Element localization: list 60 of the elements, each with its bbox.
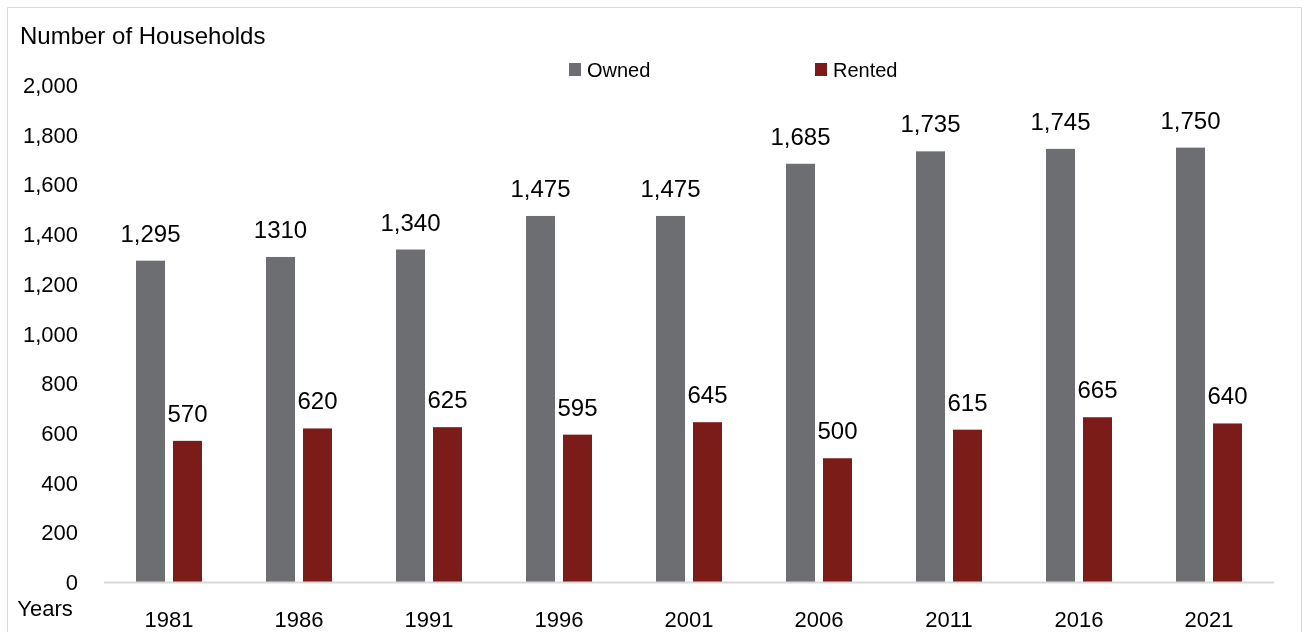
- x-axis-title: Years: [17, 596, 73, 621]
- x-tick-label: 1991: [404, 606, 454, 632]
- data-label: 595: [557, 393, 598, 421]
- y-tick-label: 1,000: [22, 321, 78, 347]
- y-tick-label: 400: [41, 470, 78, 496]
- x-tick-label: 2011: [925, 606, 973, 632]
- y-tick-label: 1,400: [22, 222, 78, 248]
- data-label: 1,685: [770, 122, 831, 150]
- y-tick-label: 1,600: [22, 172, 78, 198]
- data-label: 1,475: [640, 174, 701, 202]
- bar: [526, 215, 555, 583]
- data-label: 615: [947, 388, 988, 416]
- data-label: 625: [427, 386, 468, 414]
- bar: [563, 434, 592, 583]
- bar: [1046, 148, 1075, 583]
- bar: [916, 151, 945, 583]
- bar: [396, 249, 425, 583]
- x-tick-label: 1996: [534, 606, 584, 632]
- bar: [136, 260, 165, 583]
- bar: [786, 163, 815, 583]
- x-tick-label: 2001: [664, 606, 714, 632]
- bar: [823, 458, 852, 583]
- y-tick-label: 600: [41, 420, 78, 446]
- x-tick-label: 2016: [1054, 606, 1104, 632]
- bar: [1083, 417, 1112, 583]
- data-label: 620: [297, 387, 338, 415]
- data-label: 1,750: [1160, 106, 1221, 134]
- x-tick-label: 1986: [274, 606, 324, 632]
- bar: [433, 427, 462, 583]
- y-tick-label: 800: [41, 371, 78, 397]
- data-label: 1,745: [1030, 107, 1091, 135]
- x-tick-label: 1981: [144, 606, 194, 632]
- y-tick-label: 2,000: [22, 73, 78, 99]
- data-label: 1310: [253, 215, 308, 243]
- bar: [656, 215, 685, 583]
- data-label: 500: [817, 417, 858, 445]
- x-tick-label: 2021: [1184, 606, 1234, 632]
- data-label: 1,475: [510, 174, 571, 202]
- y-axis-title: Number of Households: [20, 22, 266, 49]
- y-tick-label: 1,800: [22, 122, 78, 148]
- data-label: 1,340: [380, 208, 441, 236]
- bar: [1213, 423, 1242, 583]
- bar: [266, 256, 295, 583]
- data-label: 1,295: [120, 219, 181, 247]
- data-label: 640: [1207, 382, 1248, 410]
- bar: [693, 422, 722, 583]
- y-tick-label: 0: [65, 570, 78, 596]
- bar: [303, 428, 332, 583]
- bar: [953, 429, 982, 583]
- legend-label: Owned: [587, 59, 651, 81]
- y-tick-label: 200: [41, 520, 78, 546]
- data-label: 665: [1077, 376, 1118, 404]
- data-label: 645: [687, 381, 728, 409]
- data-label: 570: [167, 399, 208, 427]
- bar: [173, 440, 202, 583]
- x-tick-label: 2006: [794, 606, 844, 632]
- data-label: 1,735: [900, 110, 961, 138]
- legend-label: Rented: [833, 59, 898, 81]
- y-tick-label: 1,200: [22, 271, 78, 297]
- bar: [1176, 147, 1205, 583]
